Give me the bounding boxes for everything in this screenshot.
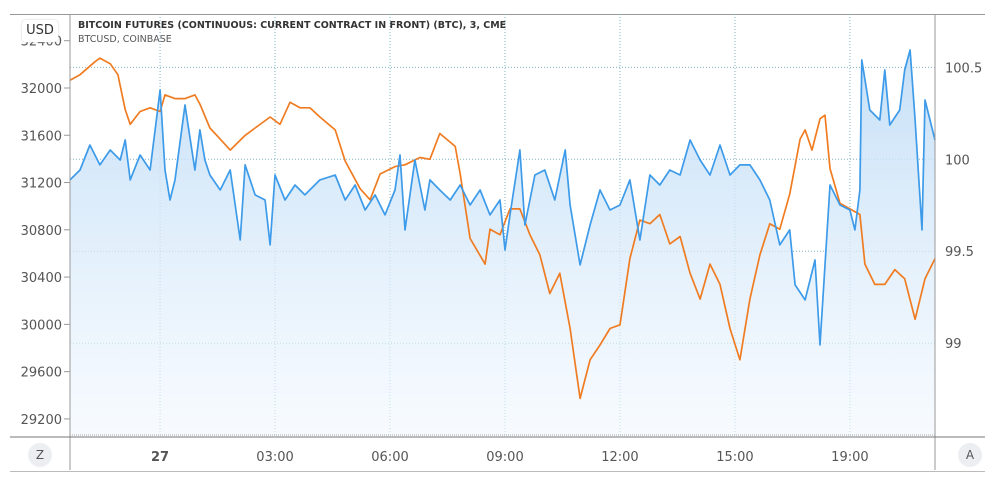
left-axis-tick-label: 30000 xyxy=(21,318,62,333)
auto-scale-right-button[interactable]: A xyxy=(958,443,982,467)
left-axis-tick-label: 31600 xyxy=(21,129,62,144)
btcusd-line xyxy=(69,49,936,346)
x-tick-label: 12:00 xyxy=(601,450,638,465)
x-tick-label: 27 xyxy=(151,450,169,465)
left-axis-tick-label: 29600 xyxy=(21,366,62,381)
chart-subtitle: BTCUSD, COINBASE xyxy=(78,34,172,45)
left-axis-tick-label: 30800 xyxy=(21,224,62,239)
right-axis-tick-label: 99.5 xyxy=(945,245,974,260)
x-tick-label: 15:00 xyxy=(716,450,753,465)
x-tick-label: 09:00 xyxy=(486,450,523,465)
x-tick-label: 03:00 xyxy=(256,450,293,465)
left-axis-tick-label: 30400 xyxy=(21,271,62,286)
x-tick-label: 06:00 xyxy=(371,450,408,465)
currency-label[interactable]: USD xyxy=(22,20,58,42)
left-axis-tick-label: 32000 xyxy=(21,82,62,97)
auto-scale-left-button[interactable]: Z xyxy=(28,443,52,467)
chart-frame xyxy=(10,14,985,472)
left-axis-tick-label: 29200 xyxy=(21,413,62,428)
btc-futures-line xyxy=(69,57,936,400)
right-axis-tick-label: 100.5 xyxy=(945,61,982,76)
x-tick-label: 19:00 xyxy=(831,450,868,465)
btcusd-area-fill xyxy=(70,50,935,437)
chart-title: BITCOIN FUTURES (CONTINUOUS: CURRENT CON… xyxy=(78,20,507,31)
right-axis-tick-label: 100 xyxy=(945,153,970,168)
right-axis-tick-label: 99 xyxy=(945,337,962,352)
left-axis-tick-label: 31200 xyxy=(21,177,62,192)
